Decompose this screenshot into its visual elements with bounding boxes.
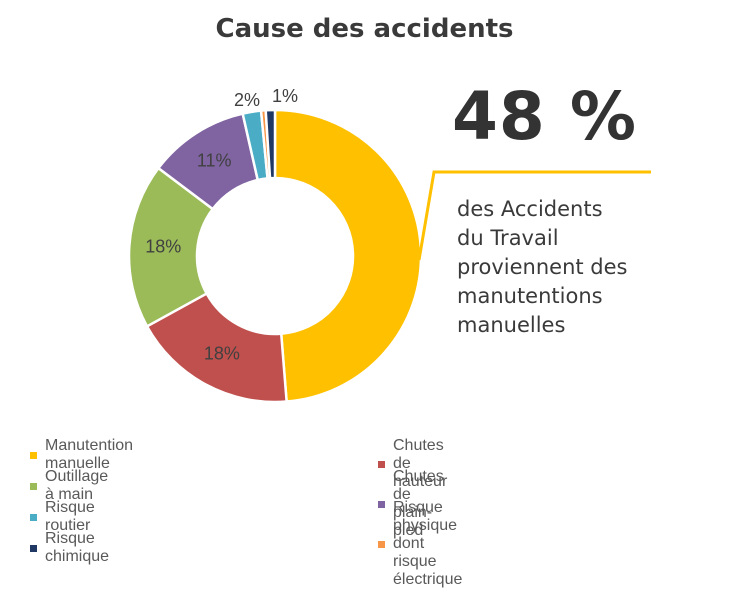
legend-label: Manutention manuelle — [45, 437, 134, 472]
callout-line: du Travail — [457, 226, 559, 250]
legend-item: Risque routier — [30, 499, 95, 535]
legend-item: Risque chimique — [30, 530, 109, 566]
legend-swatch — [30, 513, 37, 521]
data-label: 11% — [197, 151, 232, 171]
slice-risque-chimique — [264, 108, 277, 180]
donut-chart: 18% 18% 11% 2% 1% — [127, 86, 651, 404]
slice-manutention-manuelle — [273, 108, 423, 403]
legend-swatch — [30, 451, 37, 459]
legend-swatch — [30, 544, 37, 552]
legend-label: Risque chimique — [45, 530, 110, 565]
legend-item: Chutes de hauteur — [378, 437, 447, 491]
data-label: 2% — [234, 90, 260, 110]
legend-swatch — [30, 482, 37, 490]
data-label: 18% — [145, 237, 181, 257]
legend-item: Chutes de plain-pied — [378, 468, 444, 540]
legend-swatch — [378, 500, 385, 508]
callout-line-connector — [417, 170, 651, 261]
legend-label: Risque physique dont risque électrique — [393, 499, 463, 588]
legend-label: Outillage à main — [45, 468, 109, 503]
callout-line: manuelles — [457, 313, 566, 337]
legend-item: Risque physique dont risque électrique — [378, 499, 462, 589]
legend-label: Chutes de hauteur — [393, 437, 448, 490]
legend-item: Manutention manuelle — [30, 437, 133, 473]
data-label: 1% — [272, 86, 298, 106]
callout-line: manutentions — [457, 284, 603, 308]
legend-swatch — [378, 460, 385, 468]
data-label: 18% — [204, 343, 240, 363]
callout-line: des Accidents — [457, 197, 603, 221]
legend-label: Risque routier — [45, 499, 95, 534]
chart-title: Cause des accidents — [215, 14, 514, 44]
callout-text: des Accidents du Travail proviennent des… — [457, 195, 722, 340]
legend-item: Outillage à main — [30, 468, 108, 504]
legend-label: Chutes de plain-pied — [393, 468, 444, 539]
highlight-percentage: 48 % — [452, 78, 637, 155]
legend-swatch — [378, 540, 385, 548]
callout-line: proviennent des — [457, 255, 628, 279]
